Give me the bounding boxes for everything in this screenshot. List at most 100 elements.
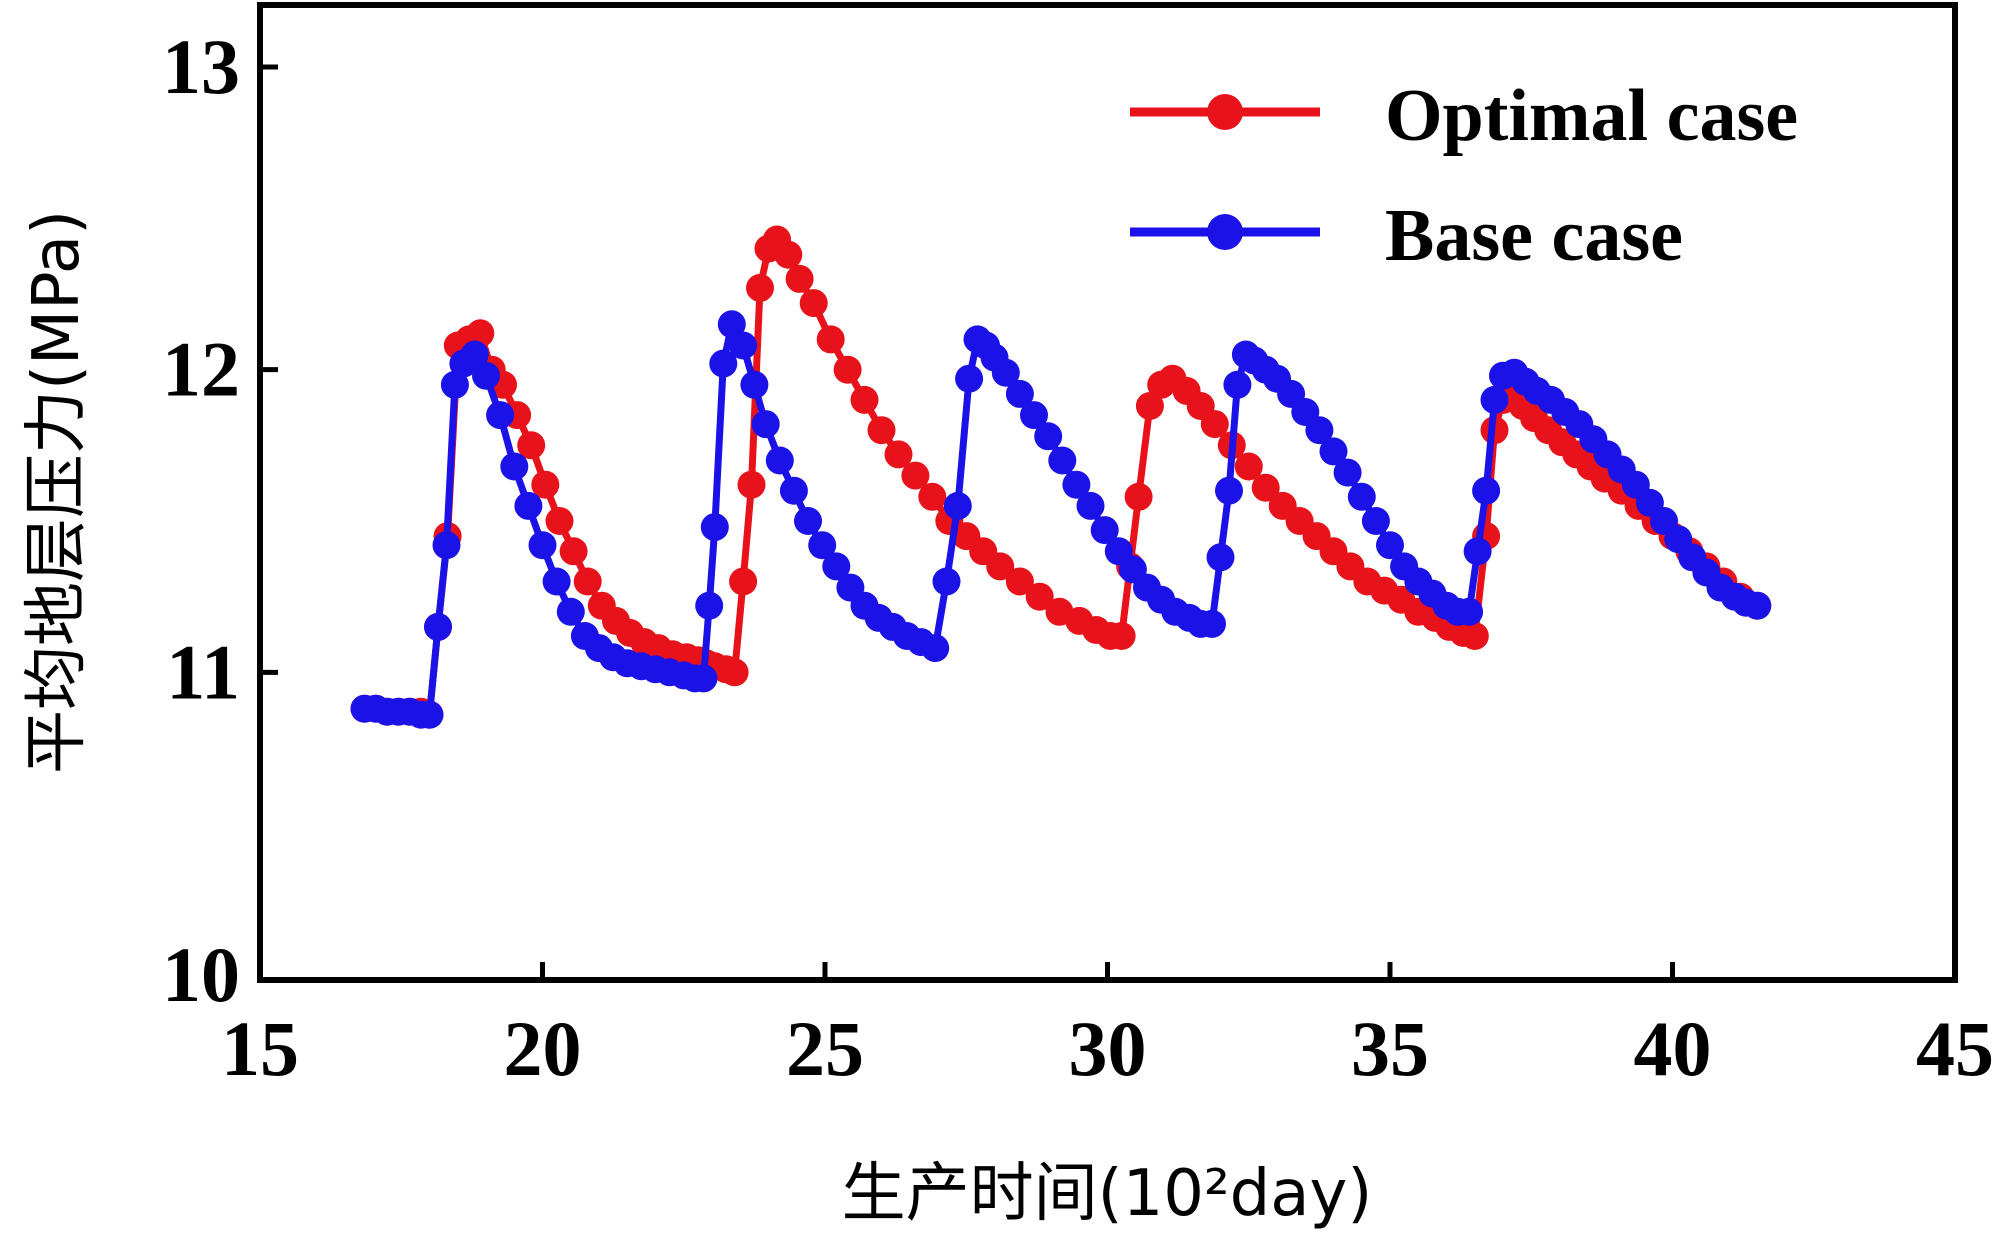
data-point bbox=[689, 664, 718, 693]
x-tick-label: 35 bbox=[1351, 1005, 1429, 1092]
series-line bbox=[364, 320, 1759, 719]
data-point bbox=[850, 385, 879, 414]
x-tick-label: 25 bbox=[786, 1005, 864, 1092]
y-tick-label: 10 bbox=[162, 931, 240, 1018]
series-layer bbox=[350, 225, 1772, 729]
data-point bbox=[822, 552, 851, 581]
data-point bbox=[1223, 370, 1252, 399]
data-point bbox=[1376, 531, 1404, 560]
y-tick-label: 11 bbox=[166, 628, 240, 715]
legend-marker bbox=[1207, 214, 1243, 250]
data-point bbox=[440, 370, 469, 399]
legend-entry: Base case bbox=[1130, 195, 1683, 277]
data-point bbox=[816, 325, 845, 354]
series-optimal bbox=[350, 225, 1772, 729]
data-point bbox=[528, 531, 557, 560]
data-point bbox=[720, 658, 749, 687]
data-point bbox=[986, 552, 1015, 581]
data-point bbox=[729, 331, 758, 360]
data-point bbox=[1020, 401, 1048, 430]
data-point bbox=[695, 591, 724, 620]
data-point bbox=[1034, 422, 1063, 451]
data-point bbox=[794, 507, 822, 535]
data-point bbox=[1319, 437, 1348, 466]
data-point bbox=[531, 470, 560, 499]
data-point bbox=[1200, 410, 1229, 439]
data-point bbox=[884, 440, 913, 469]
data-point bbox=[559, 537, 588, 566]
data-point bbox=[943, 491, 972, 520]
data-point bbox=[1206, 543, 1235, 572]
data-point bbox=[918, 482, 947, 511]
legend-label: Base case bbox=[1385, 195, 1683, 277]
data-point bbox=[1234, 452, 1263, 481]
y-axis-title: 平均地层压力(MPa) bbox=[20, 210, 94, 774]
data-point bbox=[1135, 392, 1164, 420]
data-point bbox=[774, 240, 803, 269]
data-point bbox=[517, 431, 546, 460]
data-point bbox=[729, 567, 758, 596]
data-point bbox=[746, 273, 774, 302]
data-point bbox=[833, 355, 862, 384]
y-tick-label: 13 bbox=[162, 23, 240, 110]
data-point bbox=[1215, 476, 1243, 505]
data-point bbox=[709, 349, 738, 378]
data-point bbox=[1005, 567, 1034, 596]
data-point bbox=[573, 567, 602, 596]
data-point bbox=[1305, 416, 1334, 445]
data-point bbox=[1472, 476, 1501, 505]
data-point bbox=[717, 310, 746, 339]
data-point bbox=[932, 567, 961, 596]
data-point bbox=[500, 452, 529, 481]
data-point bbox=[1198, 609, 1226, 638]
y-tick-label: 12 bbox=[162, 326, 240, 413]
data-point bbox=[1251, 473, 1280, 502]
data-point bbox=[785, 264, 814, 293]
legend: Optimal case Base case bbox=[1130, 75, 1798, 277]
data-point bbox=[1361, 507, 1390, 535]
data-point bbox=[700, 513, 729, 542]
legend-marker bbox=[1207, 94, 1243, 130]
data-point bbox=[472, 361, 500, 390]
data-point bbox=[466, 319, 495, 348]
data-point bbox=[542, 567, 571, 596]
data-point bbox=[415, 700, 444, 729]
x-tick-label: 20 bbox=[504, 1005, 582, 1092]
data-point bbox=[751, 410, 780, 439]
data-point bbox=[799, 289, 828, 318]
data-point bbox=[1124, 482, 1153, 511]
data-point bbox=[486, 401, 515, 430]
data-point bbox=[432, 531, 461, 560]
data-point bbox=[991, 358, 1020, 387]
data-point bbox=[1090, 516, 1119, 545]
data-point bbox=[1463, 537, 1492, 566]
data-point bbox=[1005, 379, 1034, 408]
data-point bbox=[779, 476, 808, 505]
data-point bbox=[740, 370, 769, 399]
legend-label: Optimal case bbox=[1385, 75, 1798, 157]
data-point bbox=[921, 634, 950, 663]
data-point bbox=[460, 340, 489, 369]
data-point bbox=[1455, 597, 1484, 626]
series-base bbox=[350, 310, 1772, 729]
x-axis-title: 生产时间(10²day) bbox=[842, 1157, 1373, 1231]
x-tick-label: 15 bbox=[221, 1005, 299, 1092]
data-point bbox=[737, 470, 766, 499]
data-point bbox=[867, 416, 896, 445]
data-point bbox=[1076, 491, 1105, 520]
axis-ticks: 15 20 25 30 35 40 45 10 11 12 13 bbox=[162, 23, 1994, 1092]
x-tick-label: 40 bbox=[1634, 1005, 1712, 1092]
data-point bbox=[1743, 591, 1772, 620]
data-point bbox=[1048, 446, 1077, 475]
data-point bbox=[1333, 458, 1362, 487]
x-tick-label: 45 bbox=[1916, 1005, 1994, 1092]
data-point bbox=[955, 364, 984, 393]
data-point bbox=[1480, 385, 1509, 414]
data-point bbox=[901, 461, 930, 490]
data-point bbox=[808, 531, 837, 560]
data-point bbox=[1025, 582, 1054, 611]
data-point bbox=[556, 597, 585, 626]
data-point bbox=[545, 507, 574, 535]
data-point bbox=[1460, 622, 1489, 650]
